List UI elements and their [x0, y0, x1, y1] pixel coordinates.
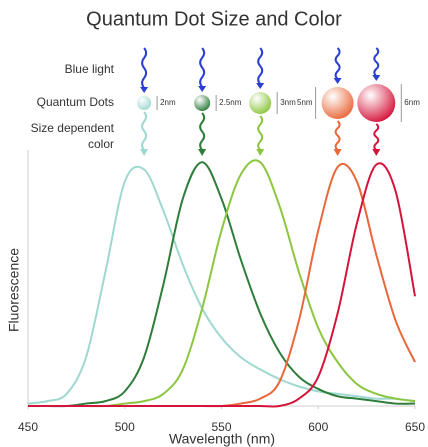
- arrow-head: [372, 149, 381, 156]
- dot-size-label: 2nm: [160, 98, 176, 107]
- blue-light-wave: [257, 47, 264, 85]
- arrow-head: [140, 87, 149, 93]
- row-label: color: [88, 137, 114, 151]
- arrow-head: [256, 83, 265, 89]
- arrow-head: [372, 75, 381, 81]
- emission-wave: [334, 120, 341, 151]
- x-tick-label: 450: [18, 420, 38, 434]
- arrow-head: [198, 149, 207, 156]
- blue-light-wave: [373, 47, 380, 77]
- arrow-head: [333, 149, 342, 156]
- quantum-dot: [321, 87, 354, 119]
- row-label: Blue light: [65, 62, 115, 76]
- emission-wave: [141, 111, 148, 151]
- quantum-dot: [194, 95, 211, 111]
- emission-wave: [257, 115, 264, 151]
- x-tick-label: 500: [115, 420, 135, 434]
- quantum-dot: [357, 84, 396, 122]
- row-label: Quantum Dots: [37, 95, 114, 109]
- spectrum-line: [28, 161, 416, 408]
- arrow-head: [333, 78, 342, 84]
- row-label: Size dependent: [31, 121, 115, 135]
- dot-size-label: 5nm: [297, 98, 313, 107]
- spectrum-line: [27, 165, 416, 405]
- arrow-head: [256, 149, 265, 156]
- blue-light-wave: [141, 47, 148, 89]
- quantum-dot: [249, 92, 272, 114]
- dot-size-label: 2.5nm: [219, 98, 242, 107]
- dot-size-label: 6nm: [404, 98, 420, 107]
- quantum-dot: [137, 96, 152, 110]
- x-tick-label: 650: [405, 420, 425, 434]
- x-tick-label: 550: [211, 420, 231, 434]
- dot-size-label: 3nm: [280, 98, 296, 107]
- emission-wave: [199, 112, 206, 151]
- y-axis-title: Fluorescence: [6, 248, 22, 332]
- arrow-head: [198, 86, 207, 92]
- spectrum-line: [28, 162, 416, 408]
- arrow-head: [140, 149, 149, 156]
- blue-light-wave: [334, 47, 341, 80]
- blue-light-wave: [199, 47, 206, 88]
- chart-title: Quantum Dot Size and Color: [86, 8, 342, 30]
- emission-wave: [373, 123, 380, 151]
- x-tick-label: 600: [308, 420, 328, 434]
- x-axis-title: Wavelength (nm): [169, 431, 275, 447]
